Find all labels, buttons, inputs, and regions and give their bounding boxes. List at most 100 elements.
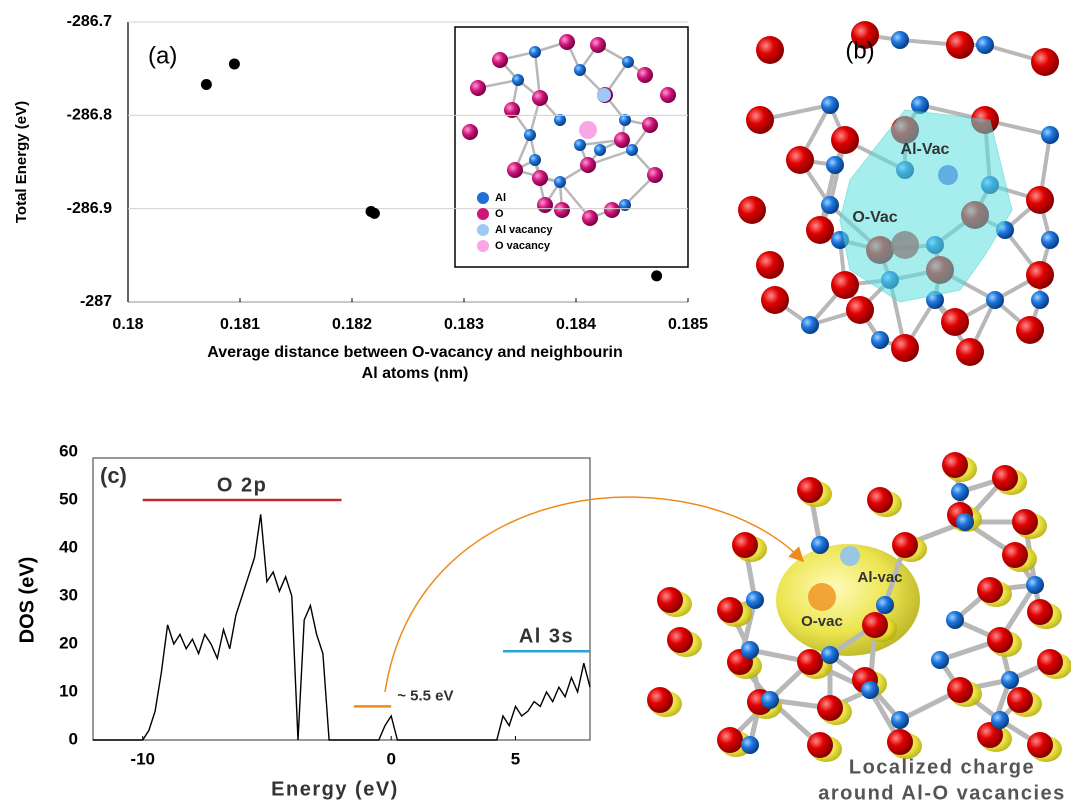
o-atom xyxy=(532,170,548,186)
o-atom xyxy=(1007,687,1033,713)
o-atom xyxy=(942,452,968,478)
structure-d xyxy=(647,452,1071,762)
o-atom xyxy=(817,695,843,721)
x-axis-label: Energy (eV) xyxy=(271,778,399,800)
al-atom xyxy=(622,56,634,68)
al-atom xyxy=(746,591,764,609)
al-atom xyxy=(1001,671,1019,689)
y-axis-label: DOS (eV) xyxy=(16,557,38,644)
al-atom xyxy=(529,46,541,58)
o-atom xyxy=(604,202,620,218)
label: O-Vac xyxy=(852,209,897,226)
x-axis-label: Average distance between O-vacancy and n… xyxy=(207,344,623,361)
panel-label: (b) xyxy=(845,37,874,64)
o-atom xyxy=(717,727,743,753)
point xyxy=(369,208,380,219)
al-atom xyxy=(626,144,638,156)
al-vacancy xyxy=(597,88,611,102)
structure-b xyxy=(738,21,1059,366)
o-atom xyxy=(946,31,974,59)
o-atom xyxy=(667,627,693,653)
o-atom xyxy=(947,677,973,703)
x-tick-label: 0 xyxy=(386,749,395,768)
o-atom xyxy=(1026,186,1054,214)
y-tick-label: 50 xyxy=(59,489,78,508)
al-atom xyxy=(619,199,631,211)
al-atom xyxy=(574,139,586,151)
legend-swatch xyxy=(477,240,489,252)
o-atom xyxy=(846,296,874,324)
caption: Localized charge xyxy=(849,756,1035,778)
o-atom xyxy=(977,577,1003,603)
legend-swatch xyxy=(477,224,489,236)
o-atom xyxy=(647,687,673,713)
al-atom xyxy=(821,96,839,114)
point xyxy=(229,59,240,70)
band-label: ~ 5.5 eV xyxy=(397,687,453,704)
al-atom xyxy=(524,129,536,141)
point xyxy=(651,270,662,281)
al-atom xyxy=(554,176,566,188)
x-tick-label: 0.18 xyxy=(112,316,143,333)
al-vacancy xyxy=(938,165,958,185)
al-atom xyxy=(594,144,606,156)
o-atom xyxy=(537,197,553,213)
o-atom xyxy=(717,597,743,623)
o-atom xyxy=(807,732,833,758)
y-tick-label: 0 xyxy=(69,729,78,748)
label: Al-Vac xyxy=(901,141,950,158)
o-atom xyxy=(992,465,1018,491)
al-atom xyxy=(1041,231,1059,249)
al-atom xyxy=(991,711,1009,729)
y-tick-label: 10 xyxy=(59,681,78,700)
y-tick-label: 20 xyxy=(59,633,78,652)
o-atom xyxy=(1012,509,1038,535)
o-atom xyxy=(1016,316,1044,344)
panel-label: (a) xyxy=(148,42,177,69)
o-atom xyxy=(987,627,1013,653)
caption: around Al-O vacancies xyxy=(818,782,1066,804)
o-atom xyxy=(806,216,834,244)
label: O-vac xyxy=(801,613,843,630)
o-atom xyxy=(797,649,823,675)
y-tick-label: -286.9 xyxy=(67,200,112,217)
band-label: Al 3s xyxy=(519,625,574,647)
o-atom xyxy=(470,80,486,96)
o-atom xyxy=(657,587,683,613)
al-atom xyxy=(871,331,889,349)
al-atom xyxy=(956,513,974,531)
al-atom xyxy=(861,681,879,699)
o-vacancy xyxy=(808,583,836,611)
x-tick-label: -10 xyxy=(130,749,155,768)
o-vacancy xyxy=(579,121,597,139)
band-label: O 2p xyxy=(217,474,267,496)
o-atom xyxy=(831,271,859,299)
o-atom xyxy=(1002,542,1028,568)
o-atom xyxy=(582,210,598,226)
o-atom xyxy=(590,37,606,53)
x-tick-label: 0.183 xyxy=(444,316,484,333)
al-atom xyxy=(1041,126,1059,144)
o-atom xyxy=(642,117,658,133)
o-atom xyxy=(660,87,676,103)
al-atom xyxy=(811,536,829,554)
o-vacancy xyxy=(891,231,919,259)
o-atom xyxy=(756,36,784,64)
o-atom xyxy=(580,157,596,173)
x-axis-label: Al atoms (nm) xyxy=(362,365,469,382)
legend-label: O xyxy=(495,208,504,220)
al-atom xyxy=(741,641,759,659)
y-tick-label: -287 xyxy=(80,293,112,310)
o-atom xyxy=(559,34,575,50)
panel-label: (c) xyxy=(100,463,127,488)
al-atom xyxy=(891,31,909,49)
o-atom xyxy=(746,106,774,134)
o-atom xyxy=(1027,599,1053,625)
o-atom xyxy=(462,124,478,140)
inset-frame xyxy=(455,27,688,267)
y-tick-label: 30 xyxy=(59,585,78,604)
o-atom xyxy=(797,477,823,503)
legend-label: O vacancy xyxy=(495,240,551,252)
al-atom xyxy=(529,154,541,166)
o-atom xyxy=(554,202,570,218)
